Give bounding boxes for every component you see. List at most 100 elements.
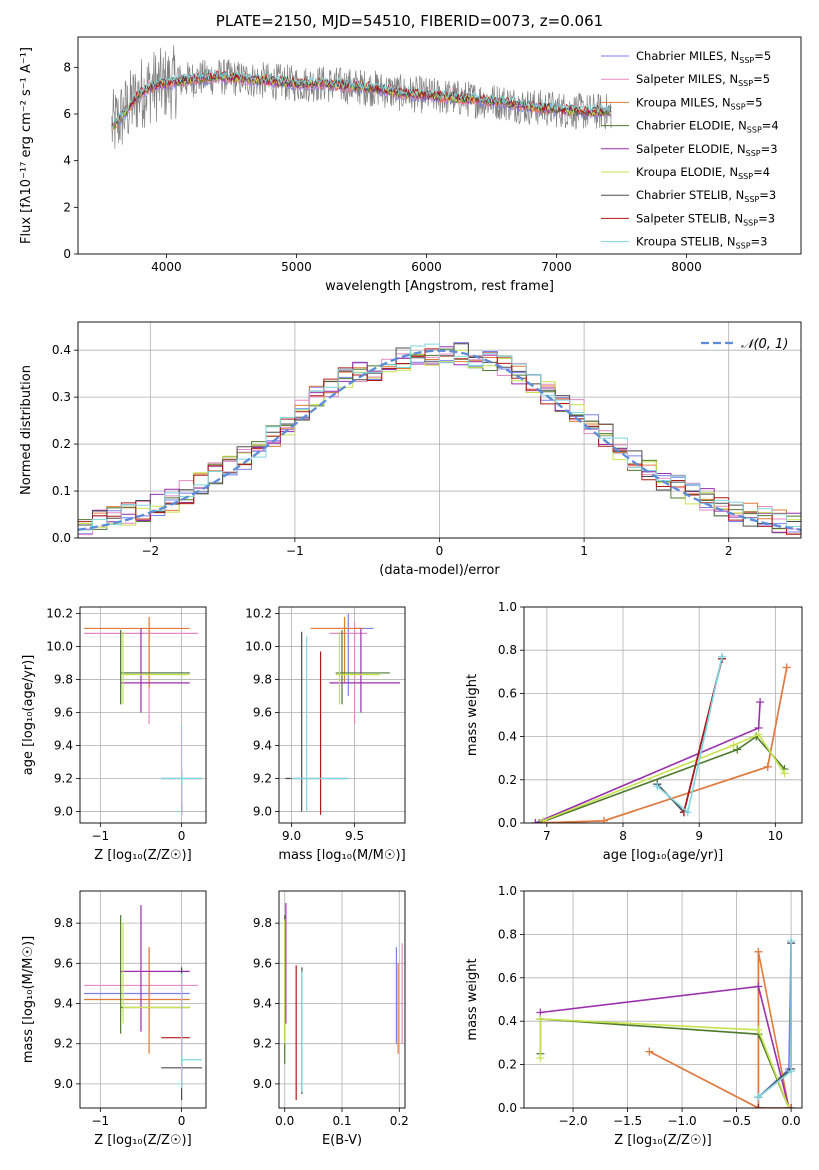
- legend-entry: Chabrier MILES, NSSP=5: [636, 49, 771, 65]
- y-axis-label: Normed distribution: [19, 365, 34, 495]
- gaussian-curve: [78, 349, 801, 531]
- legend-text: Kroupa STELIB, N: [636, 235, 736, 249]
- legend-text: Kroupa ELODIE, N: [636, 165, 738, 179]
- legend-suffix: =5: [753, 72, 770, 86]
- x-tick-label: 1: [580, 544, 588, 558]
- legend-sub: SSP: [736, 242, 751, 251]
- y-tick-label: 4: [63, 154, 71, 168]
- legend-suffix: =5: [746, 95, 763, 109]
- x-tick-label: 0.0: [782, 1114, 801, 1128]
- spectrum-model-line: [111, 71, 612, 126]
- panel-weight-vs-Z: −2.0 −1.5 −1.0 −0.5 0.0 0.0 0.2 0.4 0.6 0.8 1.0 Z […: [465, 884, 803, 1148]
- y-tick-label: 9.6: [54, 956, 73, 970]
- y-tick-label: 0.1: [52, 484, 71, 498]
- y-tick-label: 10.2: [245, 607, 272, 621]
- legend-sub: SSP: [747, 126, 762, 135]
- axes-frame: [278, 606, 406, 824]
- spectrum-model-line: [111, 70, 612, 130]
- axes-frame: [79, 606, 207, 824]
- errorbars: [84, 905, 202, 1100]
- x-tick-label: 0.0: [275, 1114, 294, 1128]
- legend-entry: Kroupa STELIB, NSSP=3: [636, 235, 767, 251]
- x-tick-label: 0.1: [332, 1114, 351, 1128]
- y-tick-label: 10.0: [245, 640, 272, 654]
- y-tick-label: 8: [63, 60, 71, 74]
- legend-text: Kroupa MILES, N: [636, 95, 731, 109]
- weight-line: [540, 985, 790, 1108]
- x-tick-label: 10: [768, 829, 783, 843]
- y-tick-label: 0.4: [498, 730, 517, 744]
- spectrum-lines: [111, 45, 612, 149]
- x-tick-label: 9.5: [345, 829, 364, 843]
- legend-entry: Chabrier ELODIE, NSSP=4: [636, 119, 779, 135]
- weight-line: [535, 701, 761, 823]
- y-tick-label: 9.6: [54, 706, 73, 720]
- y-tick-label: 9.2: [54, 771, 73, 785]
- axes-frame: [77, 321, 802, 539]
- weight-lines: [531, 652, 791, 823]
- y-axis-label: Flux [fλ10⁻¹⁷ erg cm⁻² s⁻¹ A⁻¹]: [19, 47, 34, 244]
- legend-suffix: =3: [751, 235, 768, 249]
- y-tick-label: 0.0: [52, 531, 71, 545]
- y-tick-label: 2: [63, 200, 71, 214]
- y-tick-label: 0.3: [52, 390, 71, 404]
- x-tick-label: 6000: [411, 260, 442, 274]
- x-tick-label: 8000: [671, 260, 702, 274]
- x-tick-label: 2: [725, 544, 733, 558]
- axes-frame: [523, 606, 803, 824]
- y-axis-label: mass weight: [465, 958, 480, 1040]
- y-tick-label: 9.8: [253, 673, 272, 687]
- y-tick-label: 1.0: [498, 884, 517, 898]
- legend-sub: SSP: [743, 218, 758, 227]
- y-tick-label: 9.4: [54, 739, 73, 753]
- legend-suffix: =5: [754, 49, 771, 63]
- y-tick-label: 9.6: [253, 706, 272, 720]
- y-tick-label: 9.4: [253, 739, 272, 753]
- y-tick-label: 9.6: [253, 956, 272, 970]
- legend-text: Salpeter ELODIE, N: [636, 142, 746, 156]
- spectrum-model-line: [111, 75, 612, 130]
- x-axis-label: Z [log₁₀(Z/Z☉)]: [94, 1133, 191, 1148]
- y-tick-label: 0.2: [52, 437, 71, 451]
- y-tick-label: 9.0: [253, 804, 272, 818]
- x-tick-label: −1.5: [613, 1114, 642, 1128]
- legend-sub: SSP: [746, 149, 761, 158]
- legend-sub: SSP: [731, 102, 746, 111]
- legend-text: Chabrier ELODIE, N: [636, 119, 747, 133]
- y-tick-label: 0.6: [498, 686, 517, 700]
- y-tick-label: 10.2: [46, 607, 73, 621]
- hist-step-line: [78, 343, 801, 538]
- weight-lines: [536, 936, 796, 1108]
- legend-sub: SSP: [744, 195, 759, 204]
- y-axis-label: age [log₁₀(age/yr)]: [21, 655, 36, 776]
- panel-mass-vs-ebv: 0.0 0.1 0.2 9.0 9.2 9.4 9.6 9.8 E(B-V): [253, 890, 409, 1148]
- legend-entry: Salpeter MILES, NSSP=5: [636, 72, 770, 88]
- panel-age-vs-Z: −1 0 9.0 9.2 9.4 9.6 9.8 10.0 10.2 Z [log₁₀(Z/Z☉)…: [21, 606, 207, 863]
- y-tick-label: 0.0: [498, 816, 517, 830]
- legend-entry: Kroupa ELODIE, NSSP=4: [636, 165, 770, 181]
- legend-suffix: =3: [758, 211, 775, 225]
- x-tick-label: 9.0: [282, 829, 301, 843]
- y-tick-label: 9.0: [54, 804, 73, 818]
- x-axis-label: mass [log₁₀(M/M☉)]: [278, 848, 405, 863]
- errorbars: [285, 613, 400, 815]
- legend-suffix: =4: [762, 119, 779, 133]
- x-axis-label: E(B-V): [322, 1133, 362, 1148]
- x-tick-label: −2: [141, 544, 159, 558]
- y-tick-label: 1.0: [498, 600, 517, 614]
- x-axis-label: (data-model)/error: [379, 563, 500, 578]
- legend-sub: SSP: [738, 172, 753, 181]
- y-tick-label: 0.8: [498, 643, 517, 657]
- y-tick-label: 0.4: [498, 1014, 517, 1028]
- x-tick-label: 7000: [541, 260, 572, 274]
- y-tick-label: 0.2: [498, 1058, 517, 1072]
- legend-entry: Chabrier STELIB, NSSP=3: [636, 188, 776, 204]
- panel-weight-vs-age: 7 8 9 10 0.0 0.2 0.4 0.6 0.8 1.0 age [log₁₀(age/yr…: [465, 600, 803, 863]
- weight-line: [649, 951, 790, 1108]
- y-tick-label: 9.4: [253, 997, 272, 1011]
- y-tick-label: 6: [63, 107, 71, 121]
- figure-title: PLATE=2150, MJD=54510, FIBERID=0073, z=0…: [215, 12, 604, 30]
- y-tick-label: 0.6: [498, 971, 517, 985]
- x-axis-label: age [log₁₀(age/yr)]: [603, 848, 724, 863]
- legend-entry: Salpeter STELIB, NSSP=3: [636, 211, 775, 227]
